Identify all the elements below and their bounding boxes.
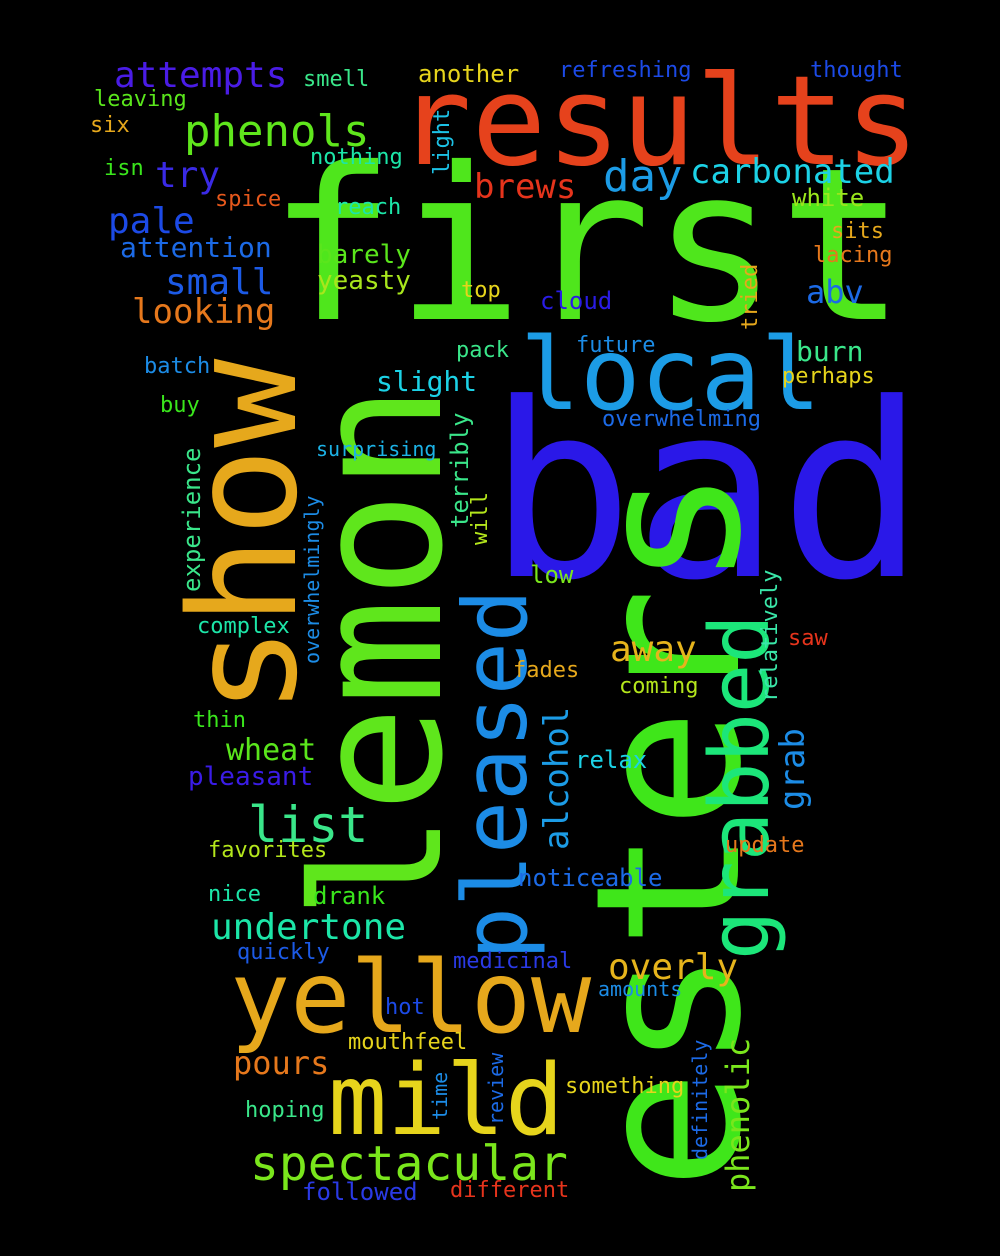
word: perhaps bbox=[782, 364, 875, 389]
word: tried bbox=[738, 263, 763, 330]
word: reach bbox=[335, 195, 402, 220]
word: white bbox=[792, 184, 865, 212]
word: will bbox=[468, 492, 493, 545]
word: pack bbox=[456, 338, 509, 363]
word: first bbox=[268, 122, 907, 369]
word: coming bbox=[619, 674, 699, 699]
word: wheat bbox=[226, 733, 317, 768]
word: abv bbox=[806, 273, 864, 311]
word: batch bbox=[144, 354, 211, 379]
word: attention bbox=[120, 231, 272, 264]
word: try bbox=[155, 155, 221, 196]
word: attempts bbox=[114, 55, 288, 96]
word: noticeable bbox=[518, 864, 663, 892]
word: looking bbox=[132, 292, 276, 332]
word: phenolic bbox=[719, 1037, 757, 1192]
word: pleasant bbox=[188, 762, 314, 792]
word: definitely bbox=[688, 1039, 712, 1160]
word: overwhelmingly bbox=[300, 495, 324, 664]
word: refreshing bbox=[559, 58, 692, 83]
word: list bbox=[248, 796, 369, 854]
word: spectacular bbox=[250, 1136, 568, 1192]
word: slight bbox=[376, 365, 478, 398]
word: hoping bbox=[245, 1098, 325, 1123]
word: drank bbox=[313, 882, 386, 910]
word: relatively bbox=[758, 569, 783, 702]
word: overly bbox=[608, 947, 739, 988]
word: pale bbox=[108, 201, 195, 242]
word: overwhelming bbox=[602, 407, 761, 432]
word: hot bbox=[385, 995, 425, 1020]
word: followed bbox=[302, 1178, 418, 1206]
word: results bbox=[397, 50, 920, 194]
word: complex bbox=[197, 614, 290, 639]
word: barely bbox=[317, 240, 411, 270]
word: experience bbox=[178, 447, 206, 593]
word: thin bbox=[193, 708, 246, 733]
word: favorites bbox=[208, 838, 328, 863]
word: smell bbox=[303, 67, 370, 92]
word: review bbox=[484, 1052, 508, 1125]
word: phenols bbox=[184, 106, 370, 157]
word: yellow bbox=[230, 939, 592, 1056]
word: six bbox=[90, 113, 130, 138]
word: different bbox=[450, 1178, 570, 1203]
word: alcohol bbox=[537, 706, 577, 850]
word: top bbox=[461, 278, 501, 303]
word: nice bbox=[208, 882, 261, 907]
word: small bbox=[165, 262, 274, 303]
word: yeasty bbox=[317, 266, 411, 296]
word: future bbox=[576, 333, 656, 358]
word: leaving bbox=[94, 87, 187, 112]
word: sits bbox=[831, 219, 884, 244]
word: brews bbox=[474, 167, 577, 207]
word: low bbox=[530, 561, 574, 589]
word: pleased bbox=[444, 589, 547, 960]
word: mild bbox=[328, 1044, 565, 1158]
word: local bbox=[520, 316, 822, 433]
word: fades bbox=[513, 658, 580, 683]
word: carbonated bbox=[690, 152, 895, 192]
word: spice bbox=[215, 187, 282, 212]
word: undertone bbox=[211, 907, 407, 948]
word: amounts bbox=[598, 977, 683, 1001]
word: time bbox=[428, 1071, 452, 1120]
word: update bbox=[725, 833, 805, 858]
word: light bbox=[430, 108, 455, 175]
word: quickly bbox=[237, 940, 330, 965]
word: thought bbox=[810, 58, 903, 83]
word: cloud bbox=[540, 287, 613, 315]
word: relax bbox=[575, 746, 648, 774]
word: mouthfeel bbox=[348, 1030, 468, 1055]
word: medicinal bbox=[453, 949, 573, 974]
word: pours bbox=[233, 1044, 330, 1082]
word: grab bbox=[773, 728, 813, 810]
word: saw bbox=[788, 626, 828, 651]
word: lacing bbox=[813, 243, 893, 268]
word: isn bbox=[104, 156, 144, 181]
word: surprising bbox=[316, 437, 437, 461]
word: bad bbox=[488, 352, 926, 634]
word: something bbox=[565, 1074, 685, 1099]
word: another bbox=[418, 60, 520, 88]
word: buy bbox=[160, 393, 200, 418]
word: burn bbox=[796, 335, 864, 368]
word: nothing bbox=[310, 145, 403, 170]
word: away bbox=[610, 629, 697, 670]
word: day bbox=[603, 151, 683, 202]
